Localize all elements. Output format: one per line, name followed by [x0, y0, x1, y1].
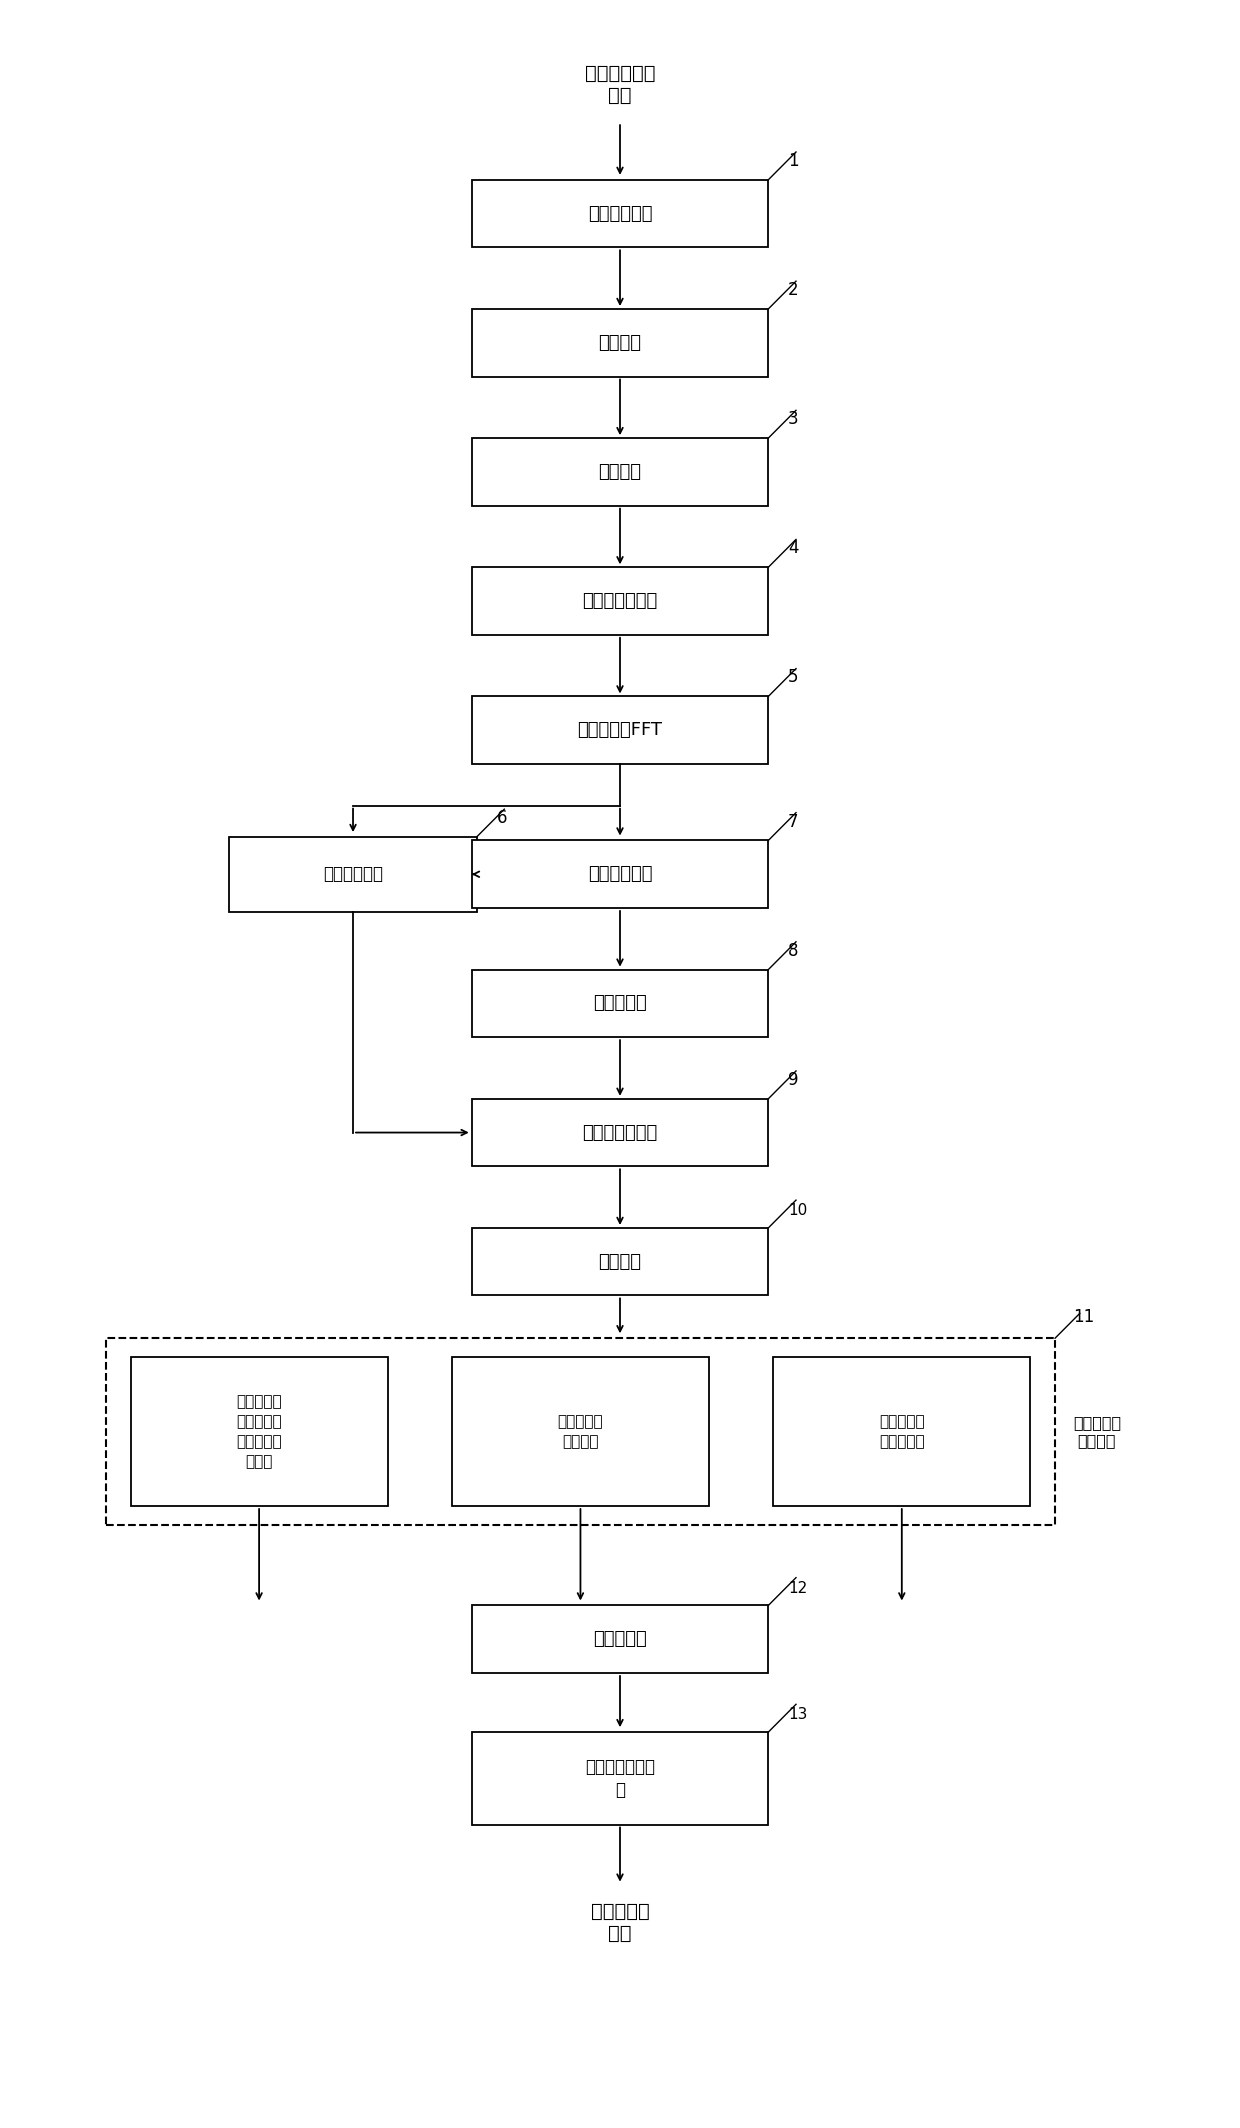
Bar [471, 1605, 769, 1673]
Text: 1: 1 [789, 151, 799, 170]
Bar [471, 1098, 769, 1166]
Text: 噪声功率估计: 噪声功率估计 [324, 866, 383, 883]
Text: 脉冲压缩: 脉冲压缩 [599, 334, 641, 351]
Text: 距离平均: 距离平均 [599, 1253, 641, 1270]
Bar [130, 1358, 388, 1507]
Bar [105, 1339, 1055, 1526]
Text: 5: 5 [789, 668, 799, 687]
Text: 地物杂波抑制: 地物杂波抑制 [588, 866, 652, 883]
Text: 数字中频鉴相: 数字中频鉴相 [588, 204, 652, 223]
Text: 10: 10 [789, 1202, 807, 1217]
Text: 7: 7 [789, 813, 799, 830]
Bar [471, 179, 769, 247]
Text: 9: 9 [789, 1070, 799, 1090]
Bar [451, 1358, 709, 1507]
Text: 自相关参数估计: 自相关参数估计 [583, 1124, 657, 1141]
Bar [471, 1228, 769, 1296]
Text: 气象回波数据
输入: 气象回波数据 输入 [585, 64, 655, 104]
Bar [471, 841, 769, 909]
Bar [471, 1732, 769, 1824]
Text: 8: 8 [789, 943, 799, 960]
Text: 13: 13 [789, 1707, 807, 1722]
Text: 4: 4 [789, 538, 799, 558]
Text: 时域加窗及FFT: 时域加窗及FFT [578, 721, 662, 738]
Text: 6: 6 [496, 809, 507, 828]
Bar [471, 309, 769, 377]
Text: 2: 2 [789, 281, 799, 300]
Text: 距离和强度
校正模块: 距离和强度 校正模块 [1073, 1415, 1121, 1447]
Bar [471, 970, 769, 1036]
Text: 雷达参数修
正补偿及气
象反射率因
子估计: 雷达参数修 正补偿及气 象反射率因 子估计 [237, 1394, 281, 1468]
Text: 数据质量控
制因子计算: 数据质量控 制因子计算 [879, 1415, 925, 1449]
Text: 气象信息发送模
块: 气象信息发送模 块 [585, 1758, 655, 1798]
Bar [229, 836, 476, 911]
Text: 3: 3 [789, 411, 799, 428]
Bar [471, 696, 769, 764]
Text: 点杂波抑制: 点杂波抑制 [593, 994, 647, 1013]
Text: 气象基数据
输出: 气象基数据 输出 [590, 1902, 650, 1943]
Text: 12: 12 [789, 1581, 807, 1596]
Text: 11: 11 [1073, 1309, 1094, 1326]
Bar [471, 438, 769, 506]
Bar [471, 568, 769, 634]
Bar [774, 1358, 1030, 1507]
Text: 偶发强干扰抑制: 偶发强干扰抑制 [583, 592, 657, 611]
Text: 数据重拍: 数据重拍 [599, 464, 641, 481]
Text: 过门限处理: 过门限处理 [593, 1630, 647, 1649]
Text: 气象速度、
谱宽估计: 气象速度、 谱宽估计 [558, 1415, 604, 1449]
